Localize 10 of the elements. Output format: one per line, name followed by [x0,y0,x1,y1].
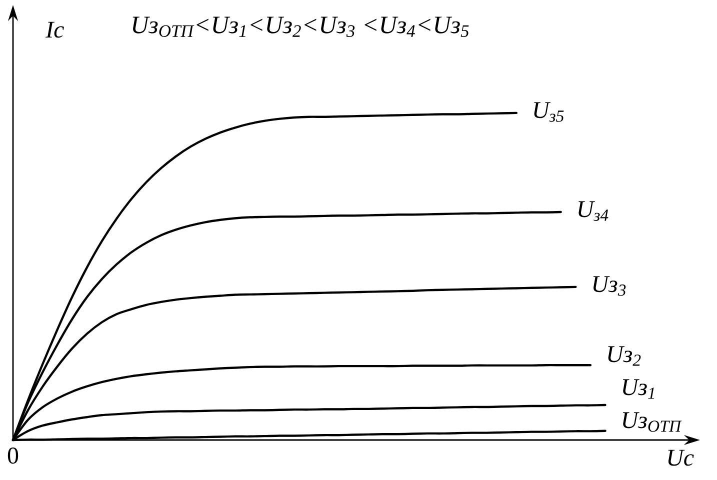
series-label: Uз$_{2}$ [608,346,641,366]
series-label: Uз$_{ОТП}$ [622,412,682,432]
series-label: U$_{з4}$ [578,201,608,221]
series-label: U$_{з5}$ [534,102,564,122]
y-axis-title: Iс [45,22,64,38]
text: 0 [8,448,18,464]
chart-title: Uз$_{ОТП}$<Uз$_{1}$<Uз$_{2}$<Uз$_{3}$ <Uз$_{4}$<Uз$_{5}$ [132,16,469,37]
series-label: Uз$_{1}$ [622,379,654,399]
series-label: Uз$_{3}$ [593,276,626,296]
x-axis-title: Uс [668,450,694,466]
